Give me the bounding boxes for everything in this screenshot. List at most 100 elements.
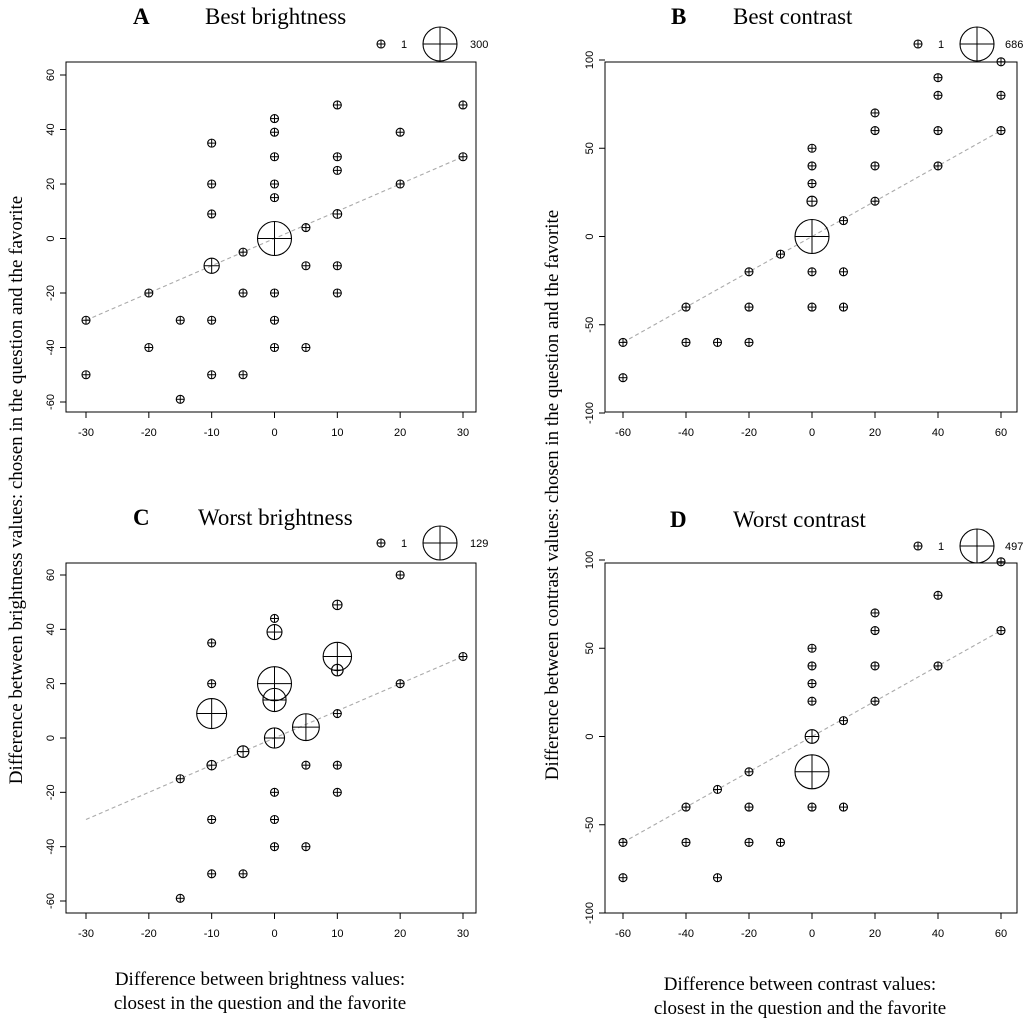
y-tick-label: -50 xyxy=(584,317,596,333)
data-point xyxy=(269,315,280,325)
x-tick-label: 0 xyxy=(809,928,815,940)
data-point xyxy=(238,288,248,298)
data-point xyxy=(458,651,468,662)
data-point xyxy=(236,745,250,758)
x-tick-label: -10 xyxy=(204,427,220,439)
data-point xyxy=(395,127,405,137)
panel-a: -30 -20 -10 0 10 20 30 -60 -40 -20 0 20 40 60 A Best br… xyxy=(45,4,488,439)
legend-label-max: 300 xyxy=(470,39,488,51)
data-point xyxy=(203,257,220,274)
data-point xyxy=(933,661,943,671)
data-point xyxy=(804,729,820,744)
legend-marker-large xyxy=(422,525,458,561)
data-point xyxy=(744,337,754,347)
data-point xyxy=(838,267,849,277)
data-point xyxy=(618,373,628,383)
data-point xyxy=(807,143,817,153)
panel-title: Best contrast xyxy=(733,4,853,29)
x-tick-label: 20 xyxy=(869,928,881,940)
data-point xyxy=(330,663,344,677)
x-tick-label: 20 xyxy=(394,427,406,439)
legend-label-max: 129 xyxy=(470,538,488,550)
y-tick-label: -60 xyxy=(45,893,57,909)
data-point xyxy=(996,626,1006,636)
data-point xyxy=(301,760,311,770)
x-tick-label: 0 xyxy=(809,427,815,439)
data-point xyxy=(806,195,818,207)
data-point xyxy=(933,90,943,100)
data-point xyxy=(332,261,342,271)
data-point xyxy=(238,869,248,879)
legend-marker-small xyxy=(913,541,923,551)
x-tick-label: -20 xyxy=(141,928,157,940)
data-point xyxy=(196,698,228,730)
data-point xyxy=(458,152,468,162)
y-tick-label: -20 xyxy=(45,784,57,800)
x-tick-label: 10 xyxy=(331,928,343,940)
data-point xyxy=(794,218,830,255)
y-tick-label: -20 xyxy=(45,285,57,301)
y-tick-label: 40 xyxy=(45,123,57,135)
x-tick-label: 30 xyxy=(457,427,469,439)
data-point xyxy=(206,759,217,771)
y-tick-label: 20 xyxy=(45,178,57,190)
data-point xyxy=(712,337,723,347)
data-point xyxy=(775,249,786,259)
data-point xyxy=(332,165,342,175)
data-point xyxy=(395,570,405,580)
legend-label-max: 686 xyxy=(1005,39,1023,51)
y-tick-label: -40 xyxy=(45,839,57,855)
data-point xyxy=(807,678,817,689)
data-point xyxy=(301,223,311,233)
x-tick-label: -60 xyxy=(615,427,631,439)
data-point xyxy=(996,126,1006,136)
data-point xyxy=(807,643,817,653)
data-point xyxy=(207,869,217,879)
data-point xyxy=(618,837,628,847)
data-point xyxy=(332,100,342,110)
y-tick-label: 0 xyxy=(584,233,596,239)
y-tick-label: 50 xyxy=(584,142,596,154)
data-point xyxy=(269,288,280,298)
y-tick-label: -100 xyxy=(584,902,596,924)
data-point xyxy=(618,337,628,347)
y-tick-label: -50 xyxy=(584,817,596,833)
y-tick-label: 0 xyxy=(45,735,57,741)
x-tick-label: 40 xyxy=(932,427,944,439)
data-point xyxy=(870,196,880,206)
legend-label-min: 1 xyxy=(938,39,944,51)
data-point xyxy=(744,837,754,847)
data-point xyxy=(301,842,311,852)
y-tick-label: 40 xyxy=(45,623,57,635)
x-tick-label: 30 xyxy=(457,928,469,940)
panel-c: -30 -20 -10 0 10 20 30 -60 -40 -20 0 20 40 60 C Worst b… xyxy=(45,505,488,940)
data-point xyxy=(870,661,880,671)
panel-title: Worst brightness xyxy=(198,505,353,530)
data-point xyxy=(807,302,817,312)
data-point xyxy=(144,342,154,353)
data-point xyxy=(395,179,405,189)
y-tick-label: 0 xyxy=(584,733,596,739)
data-point xyxy=(291,713,320,742)
data-point xyxy=(207,315,217,325)
data-point xyxy=(807,696,817,706)
data-point xyxy=(807,161,817,171)
x-tick-label: -30 xyxy=(78,928,94,940)
y-tick-label: 100 xyxy=(584,551,596,569)
data-point xyxy=(207,638,217,648)
data-point xyxy=(332,787,342,797)
data-point xyxy=(712,784,723,795)
data-point xyxy=(996,557,1006,567)
legend-label-min: 1 xyxy=(401,39,407,51)
y-tick-label: 60 xyxy=(45,69,57,81)
legend-marker-small xyxy=(376,538,386,548)
data-point xyxy=(269,179,280,189)
y-tick-label: 0 xyxy=(45,235,57,241)
y-tick-label: 100 xyxy=(584,51,596,69)
data-point xyxy=(332,288,342,298)
data-point xyxy=(618,873,628,883)
x-tick-label: -20 xyxy=(741,427,757,439)
data-point xyxy=(269,842,280,852)
data-point xyxy=(458,100,468,110)
panel-letter: C xyxy=(133,505,150,530)
